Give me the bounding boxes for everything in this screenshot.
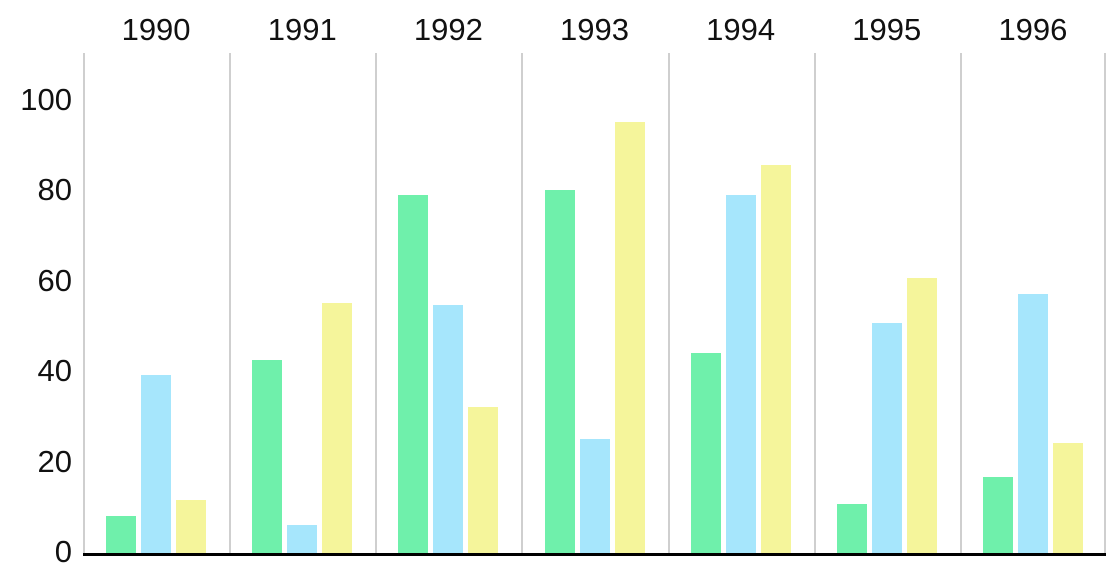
gridline-7 [1104, 53, 1106, 554]
y-axis-label-20: 20 [37, 443, 72, 479]
bar-1991-blue [287, 524, 318, 554]
bar-1993-yellow [614, 122, 645, 554]
bar-1995-yellow [906, 278, 937, 554]
x-axis-line [83, 553, 1106, 556]
bar-1994-green [690, 352, 721, 554]
x-axis-label-1996: 1996 [998, 12, 1068, 47]
y-axis-label-100: 100 [20, 82, 72, 117]
bar-1991-yellow [322, 303, 353, 554]
bar-1996-yellow [1052, 443, 1083, 554]
bar-1995-green [836, 504, 867, 554]
y-axis-label-80: 80 [37, 172, 72, 208]
bar-1990-blue [141, 375, 172, 554]
bar-1994-yellow [760, 165, 791, 554]
y-axis-label-40: 40 [37, 353, 72, 389]
gridline-3 [521, 53, 524, 554]
y-axis-label-0: 0 [54, 534, 72, 569]
x-axis-label-1991: 1991 [267, 12, 337, 47]
x-axis-label-1993: 1993 [560, 12, 629, 47]
gridline-6 [959, 53, 962, 554]
x-axis-label-1992: 1992 [413, 12, 483, 47]
bar-1996-blue [1017, 294, 1048, 554]
gridline-1 [229, 53, 232, 554]
bar-1992-yellow [468, 407, 499, 554]
bar-1996-green [982, 477, 1013, 554]
y-axis-label-60: 60 [37, 262, 72, 298]
x-axis-label-1994: 1994 [706, 12, 776, 47]
bar-1990-green [106, 515, 137, 554]
bar-1993-green [544, 190, 575, 554]
gridline-0 [83, 53, 85, 554]
bar-1991-green [252, 359, 283, 554]
bar-1992-green [398, 194, 429, 554]
x-axis-label-1990: 1990 [121, 12, 191, 47]
bar-1993-blue [579, 438, 610, 554]
gridline-5 [813, 53, 816, 554]
gridline-2 [375, 53, 378, 554]
bar-1995-blue [871, 323, 902, 554]
bar-1990-yellow [176, 499, 207, 554]
bar-1992-blue [433, 305, 464, 554]
bar-1994-blue [725, 194, 756, 554]
x-axis-label-1995: 1995 [852, 12, 922, 47]
gridline-4 [667, 53, 670, 554]
